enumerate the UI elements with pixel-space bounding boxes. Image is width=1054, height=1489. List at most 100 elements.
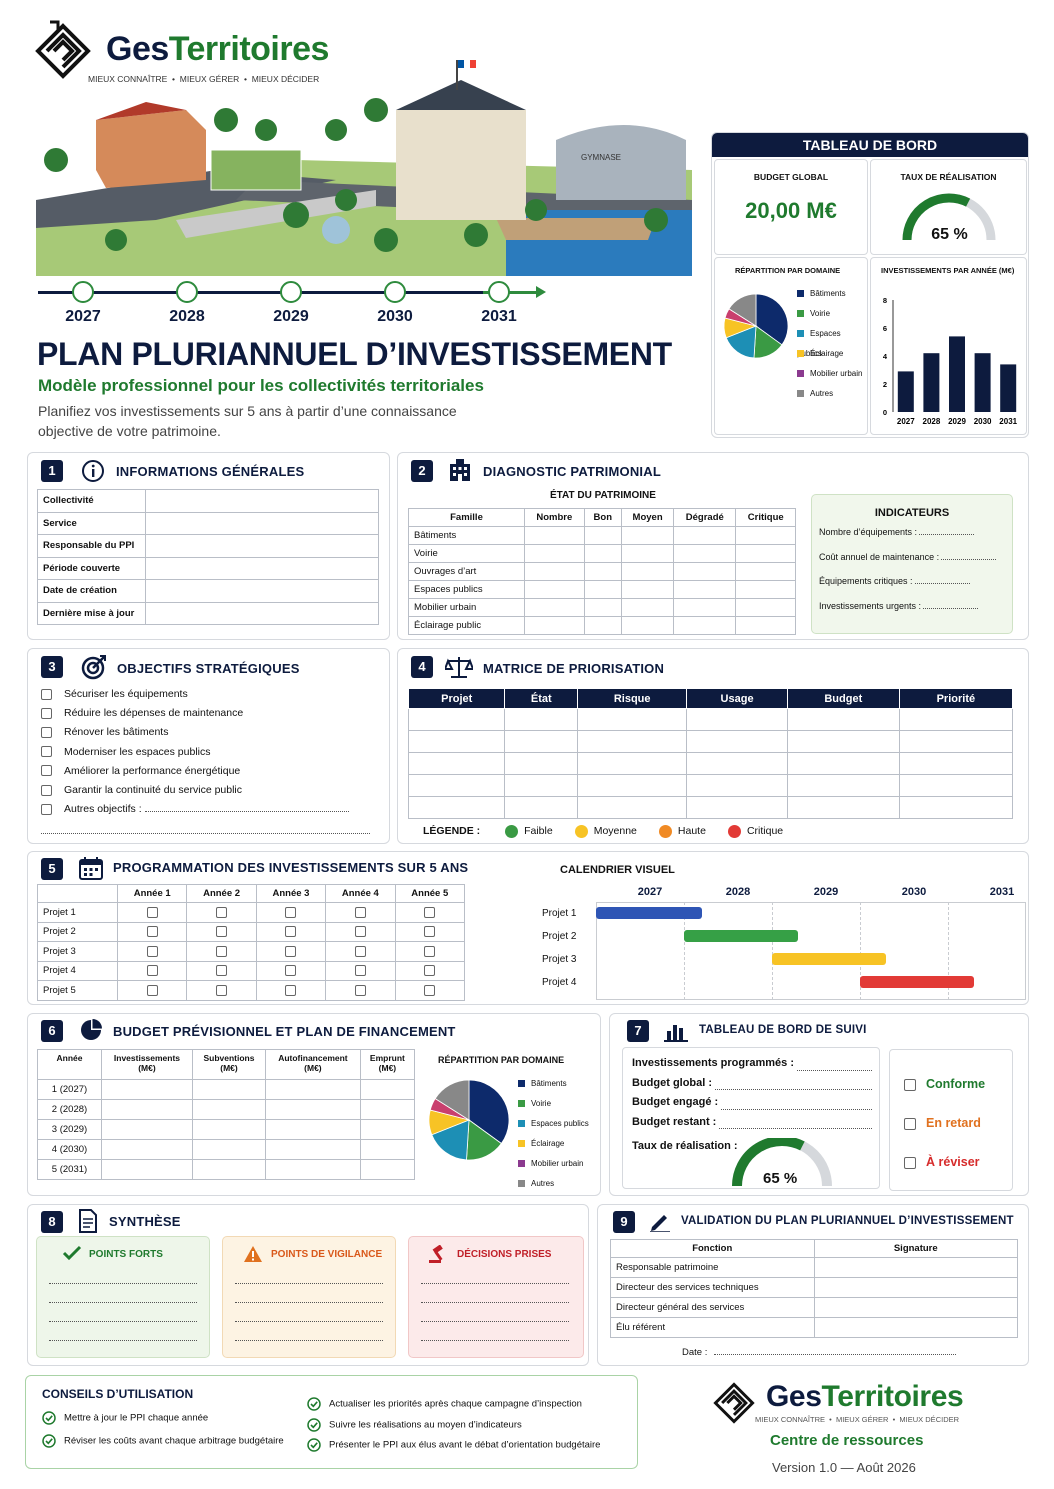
suivi-line[interactable]: Budget engagé : [632,1096,872,1116]
table-cell[interactable] [504,752,579,775]
status-option[interactable]: En retard [904,1116,985,1155]
suivi-line[interactable]: Budget global : [632,1077,872,1097]
table-cell[interactable] [265,1139,361,1160]
checkbox[interactable] [216,945,228,957]
table-cell[interactable] [577,708,688,731]
checkbox[interactable] [904,1117,916,1130]
table-cell[interactable] [101,1119,193,1140]
table-cell[interactable] [583,526,622,545]
table-cell[interactable] [504,708,579,731]
table-cell[interactable] [101,1139,193,1160]
table-cell[interactable] [524,598,585,617]
table-cell[interactable] [620,544,675,563]
table-cell[interactable] [407,774,506,797]
table-cell[interactable] [191,1079,267,1100]
indicator-item[interactable]: Équipements critiques : [819,576,1012,601]
table-cell[interactable] [735,562,796,581]
table-cell[interactable] [583,562,622,581]
table-cell[interactable] [673,526,737,545]
status-option[interactable]: À réviser [904,1155,985,1194]
checkbox[interactable] [285,906,297,918]
checkbox[interactable] [285,926,297,938]
table-cell[interactable] [577,796,688,819]
signature-cell[interactable] [813,1317,1018,1338]
info-value-cell[interactable] [145,579,379,603]
objective-item[interactable]: Moderniser les espaces publics [41,746,349,765]
info-value-cell[interactable] [145,556,379,580]
table-cell[interactable] [786,708,900,731]
checkbox[interactable] [41,746,52,758]
date-field[interactable]: Date : [682,1347,956,1358]
checkbox[interactable] [41,765,52,777]
table-cell[interactable] [735,526,796,545]
table-cell[interactable] [786,774,900,797]
table-cell[interactable] [101,1159,193,1180]
checkbox[interactable] [146,984,158,996]
table-cell[interactable] [620,526,675,545]
table-cell[interactable] [524,526,585,545]
table-cell[interactable] [686,730,788,753]
table-cell[interactable] [898,730,1014,753]
checkbox[interactable] [216,984,228,996]
table-cell[interactable] [359,1159,416,1180]
table-cell[interactable] [898,796,1014,819]
table-cell[interactable] [620,616,675,635]
table-cell[interactable] [191,1159,267,1180]
checkbox[interactable] [424,984,436,996]
indicator-item[interactable]: Coût annuel de maintenance : [819,552,1012,577]
table-cell[interactable] [786,752,900,775]
checkbox[interactable] [424,965,436,977]
checkbox[interactable] [424,926,436,938]
table-cell[interactable] [673,598,737,617]
checkbox[interactable] [146,945,158,957]
checkbox[interactable] [904,1078,916,1091]
table-cell[interactable] [898,752,1014,775]
table-cell[interactable] [359,1079,416,1100]
table-cell[interactable] [620,580,675,599]
table-cell[interactable] [524,562,585,581]
checkbox[interactable] [285,945,297,957]
table-cell[interactable] [577,774,688,797]
checkbox[interactable] [424,945,436,957]
table-cell[interactable] [265,1079,361,1100]
info-value-cell[interactable] [145,511,379,535]
table-cell[interactable] [786,796,900,819]
table-cell[interactable] [898,708,1014,731]
checkbox[interactable] [354,945,366,957]
checkbox[interactable] [354,965,366,977]
info-value-cell[interactable] [145,489,379,513]
checkbox[interactable] [41,707,52,719]
table-cell[interactable] [735,616,796,635]
checkbox[interactable] [41,784,52,796]
table-cell[interactable] [673,544,737,563]
objective-item[interactable]: Sécuriser les équipements [41,688,349,707]
table-cell[interactable] [686,752,788,775]
table-cell[interactable] [577,752,688,775]
checkbox[interactable] [146,906,158,918]
table-cell[interactable] [101,1099,193,1120]
objective-item[interactable]: Garantir la continuité du service public [41,784,349,803]
table-cell[interactable] [583,616,622,635]
checkbox[interactable] [424,906,436,918]
table-cell[interactable] [191,1139,267,1160]
checkbox[interactable] [354,906,366,918]
checkbox[interactable] [904,1156,916,1169]
table-cell[interactable] [673,562,737,581]
table-cell[interactable] [407,708,506,731]
table-cell[interactable] [191,1099,267,1120]
objective-item[interactable]: Rénover les bâtiments [41,726,349,745]
indicator-item[interactable]: Nombre d’équipements : [819,527,1012,552]
table-cell[interactable] [524,580,585,599]
table-cell[interactable] [620,598,675,617]
table-cell[interactable] [686,796,788,819]
table-cell[interactable] [735,598,796,617]
table-cell[interactable] [686,708,788,731]
suivi-line[interactable]: Investissements programmés : [632,1057,872,1077]
checkbox[interactable] [354,926,366,938]
table-cell[interactable] [265,1119,361,1140]
table-cell[interactable] [786,730,900,753]
checkbox[interactable] [41,727,52,739]
synthese-box[interactable]: POINTS FORTS [36,1236,210,1358]
table-cell[interactable] [504,796,579,819]
table-cell[interactable] [265,1099,361,1120]
